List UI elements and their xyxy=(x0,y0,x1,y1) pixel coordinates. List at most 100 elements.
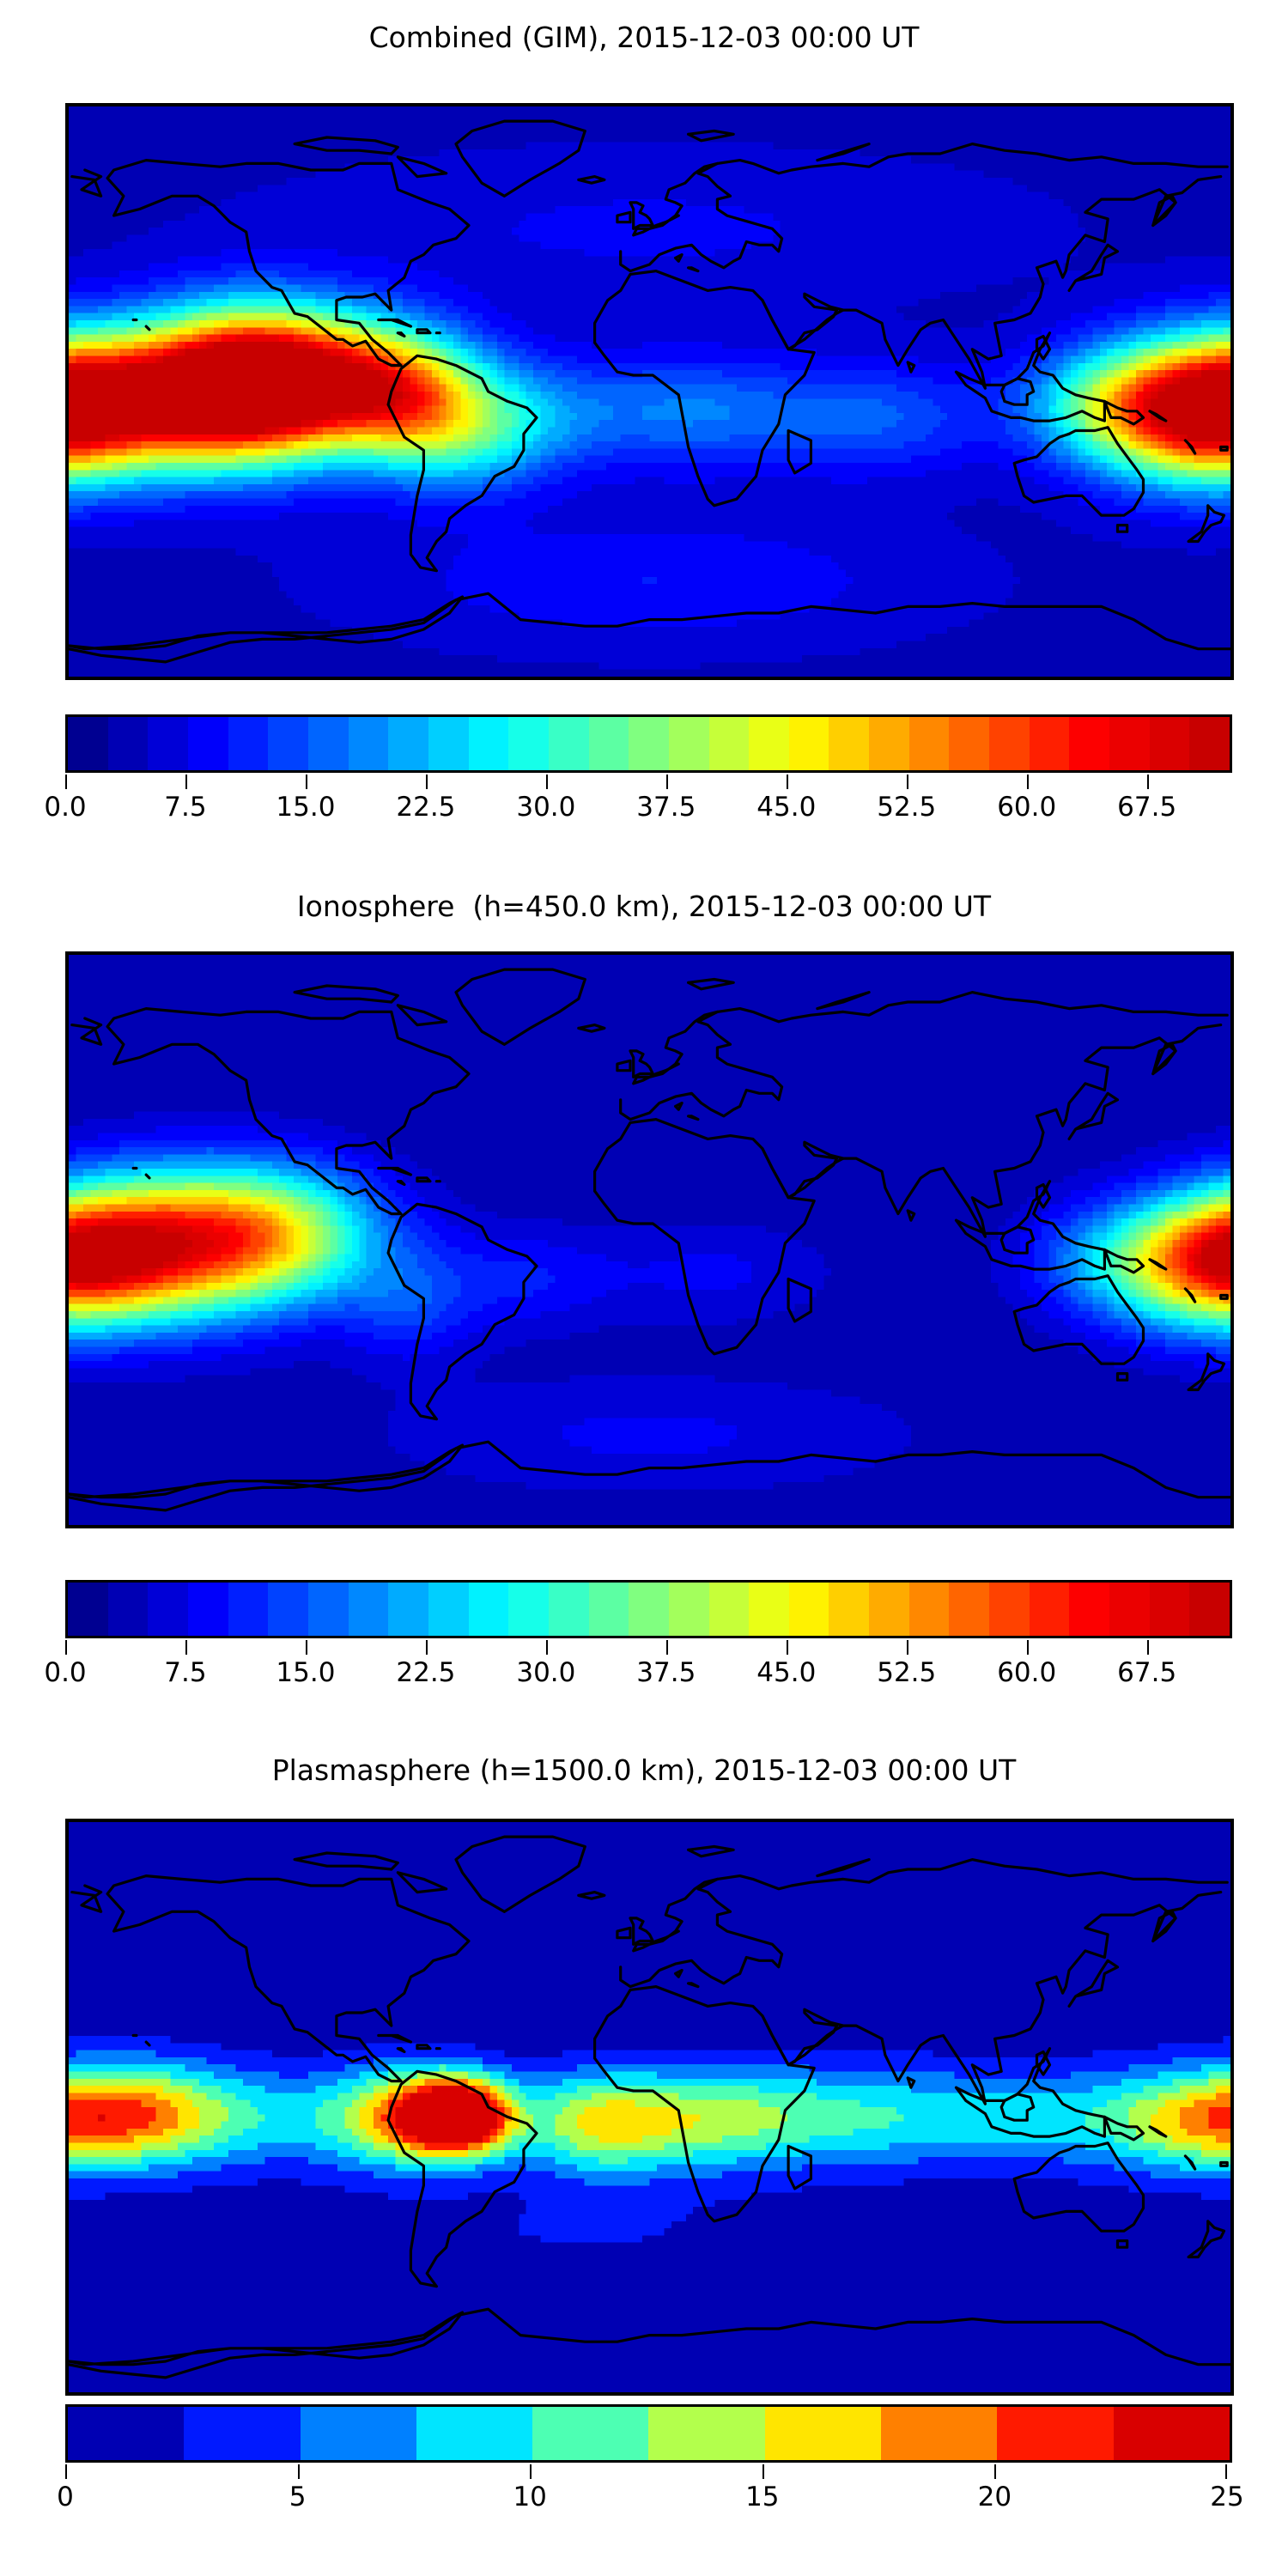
coastline xyxy=(70,143,1229,273)
coastline xyxy=(1151,1042,1177,1076)
coastline xyxy=(1187,504,1226,544)
colorbar-segment xyxy=(1189,1583,1230,1636)
coastline xyxy=(632,1010,719,1085)
colorbar-segment xyxy=(348,1583,389,1636)
map-combined xyxy=(65,103,1234,680)
colorbar-segment xyxy=(508,717,549,770)
coastline xyxy=(293,136,399,155)
colorbar-tick-label: 5 xyxy=(289,2482,307,2512)
coastline xyxy=(1012,1274,1145,1365)
coastline xyxy=(999,2093,1036,2122)
colorbar-tick xyxy=(1146,775,1149,789)
colorbar-tick xyxy=(305,1640,307,1655)
colorbar-segment xyxy=(648,2407,765,2460)
colorbar-tick xyxy=(65,1640,67,1655)
coastline xyxy=(906,2076,916,2089)
colorbar-tick xyxy=(786,1640,788,1655)
coastline xyxy=(1067,243,1120,292)
coastline xyxy=(396,2047,406,2054)
tec-contour-fill xyxy=(69,106,1230,677)
colorbar-segment xyxy=(148,717,188,770)
coastline xyxy=(69,1440,1230,1512)
colorbar-segment xyxy=(388,717,428,770)
colorbar-ionosphere-labels: 0.0 7.5 15.0 22.5 30.0 37.5 45.0 52.5 60.0 67.5 xyxy=(44,1657,1227,1695)
colorbar-segment xyxy=(428,717,469,770)
colorbar-plasmasphere: 0 5 10 15 20 25 xyxy=(57,2404,1244,2533)
colorbar-segment xyxy=(908,1583,950,1636)
colorbar-segment xyxy=(388,1583,428,1636)
coastline xyxy=(632,161,719,237)
panel-title-plasmasphere: Plasmasphere (h=1500.0 km), 2015-12-03 0… xyxy=(271,1753,1017,1787)
coastline xyxy=(1035,1182,1052,1209)
coastline xyxy=(787,1891,1223,2105)
coastline xyxy=(1219,445,1229,452)
colorbar-tick-label: 37.5 xyxy=(636,792,696,823)
colorbar-tick-label: 10 xyxy=(513,2482,547,2512)
coastline xyxy=(687,266,700,273)
coastline xyxy=(1219,1293,1229,1300)
colorbar-segment xyxy=(764,2407,882,2460)
coastline xyxy=(454,968,586,1046)
coastline xyxy=(396,1004,448,1027)
coastline xyxy=(396,331,406,338)
colorbar-segment xyxy=(708,717,750,770)
coastline xyxy=(396,155,448,179)
colorbar-segment xyxy=(268,1583,308,1636)
coastline xyxy=(106,159,471,368)
coastline xyxy=(454,119,586,197)
coastline xyxy=(687,1115,700,1121)
colorbar-segment xyxy=(428,1583,469,1636)
colorbar-ionosphere-ticks xyxy=(65,1640,1227,1656)
coastline xyxy=(377,318,412,328)
colorbar-tick-label: 0.0 xyxy=(44,792,87,823)
colorbar-tick-label: 20 xyxy=(977,2482,1012,2512)
coastline xyxy=(954,2047,1106,2138)
colorbar-tick-label: 22.5 xyxy=(396,1657,456,1688)
colorbar-tick-label: 52.5 xyxy=(877,792,937,823)
colorbar-segment xyxy=(68,717,108,770)
coastline xyxy=(144,1173,151,1180)
coastline xyxy=(816,1858,871,1878)
coastline xyxy=(674,1969,683,1978)
colorbar-segment xyxy=(548,1583,589,1636)
coastline xyxy=(954,331,1106,422)
colorbar-segment xyxy=(348,717,389,770)
coastline xyxy=(632,1877,719,1953)
colorbar-tick xyxy=(530,2464,532,2479)
colorbar-tick-label: 0.0 xyxy=(44,1657,87,1688)
colorbar-segment xyxy=(829,1583,870,1636)
coastline xyxy=(1067,1959,1120,2008)
colorbar-tick xyxy=(786,775,788,789)
colorbar-tick-label: 15.0 xyxy=(276,792,336,823)
colorbar-segment xyxy=(548,717,589,770)
coastline xyxy=(1187,2220,1226,2259)
coastline xyxy=(416,2044,432,2050)
coastline xyxy=(1187,1352,1226,1392)
coastline xyxy=(1183,2154,1197,2171)
coastline xyxy=(396,1871,448,1894)
colorbar-tick-label: 25 xyxy=(1210,2482,1244,2512)
colorbar-tick-label: 45.0 xyxy=(756,1657,817,1688)
colorbar-segment xyxy=(416,2407,533,2460)
colorbar-tick-label: 60.0 xyxy=(997,1657,1057,1688)
colorbar-segment xyxy=(1029,717,1070,770)
colorbar-combined: 0.0 7.5 15.0 22.5 30.0 37.5 45.0 52.5 60.0 67.5 xyxy=(44,714,1232,843)
colorbar-combined-labels: 0.0 7.5 15.0 22.5 30.0 37.5 45.0 52.5 60.0 67.5 xyxy=(44,792,1227,829)
coastline xyxy=(1148,2125,1168,2138)
panel-title-ionosphere: Ionosphere (h=450.0 km), 2015-12-03 00:0… xyxy=(296,890,992,923)
coastline xyxy=(1012,2142,1145,2233)
colorbar-plasmasphere-gradient xyxy=(65,2404,1232,2463)
coastline xyxy=(593,1985,816,2223)
colorbar-segment xyxy=(187,717,228,770)
colorbar-segment xyxy=(1069,717,1110,770)
coastline xyxy=(1183,1287,1197,1303)
coastline xyxy=(396,1180,406,1187)
colorbar-segment xyxy=(629,717,669,770)
colorbar-segment xyxy=(107,1583,149,1636)
colorbar-ionosphere: 0.0 7.5 15.0 22.5 30.0 37.5 45.0 52.5 60.0 67.5 xyxy=(44,1580,1232,1709)
coastline xyxy=(906,1209,916,1222)
map-plasmasphere xyxy=(65,1819,1234,2396)
coastline xyxy=(70,991,1229,1121)
colorbar-segment xyxy=(708,1583,750,1636)
coastline xyxy=(616,1059,632,1072)
